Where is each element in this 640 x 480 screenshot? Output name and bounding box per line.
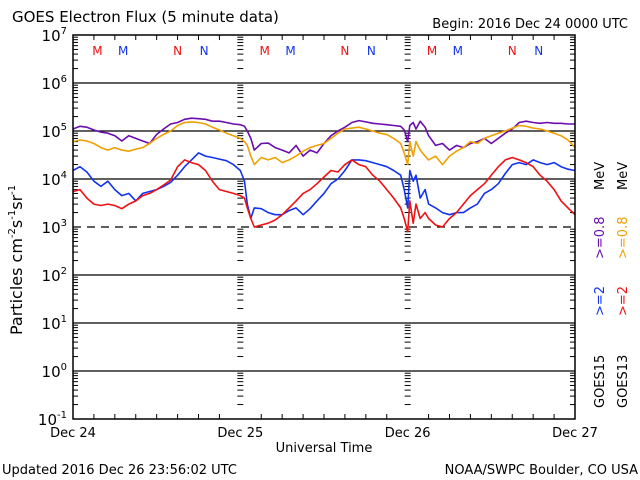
y-tick-exp: 4 bbox=[61, 170, 67, 181]
y-tick-label: 100 bbox=[42, 362, 67, 381]
series-line-3 bbox=[72, 156, 576, 233]
credit-label: NOAA/SWPC Boulder, CO USA bbox=[445, 463, 638, 478]
y-tick-label: 106 bbox=[42, 74, 67, 93]
midnight-marker: N bbox=[367, 44, 376, 58]
y-tick-base: 10 bbox=[42, 75, 61, 93]
midnight-marker: M bbox=[453, 44, 463, 58]
y-tick-label: 105 bbox=[42, 122, 67, 141]
y-tick-label: 10-1 bbox=[38, 410, 67, 429]
midnight-marker: M bbox=[427, 44, 437, 58]
y-tick-base: 10 bbox=[42, 363, 61, 381]
y-tick-base: 10 bbox=[42, 171, 61, 189]
series-lines bbox=[72, 117, 576, 233]
y-tick-base: 10 bbox=[42, 267, 61, 285]
y-tick-base: 10 bbox=[38, 411, 57, 429]
midnight-marker: N bbox=[200, 44, 209, 58]
legend-goes15-label: GOES15 bbox=[593, 355, 608, 408]
y-axis-label: Particles cm-2s-1sr-1 bbox=[7, 185, 26, 335]
legend-goes15-08mev: >=0.8 bbox=[593, 217, 608, 259]
legend-unit-1: MeV bbox=[593, 162, 608, 190]
y-label-sup3: -1 bbox=[7, 185, 18, 195]
y-tick-base: 10 bbox=[42, 315, 61, 333]
y-tick-exp: 3 bbox=[61, 218, 67, 229]
y-label-s: s bbox=[7, 220, 26, 228]
midnight-marker: M bbox=[118, 44, 128, 58]
legend-goes15-2mev: >=2 bbox=[593, 286, 608, 316]
y-tick-exp: -1 bbox=[57, 410, 67, 421]
y-tick-label: 101 bbox=[42, 314, 67, 333]
midnight-marker: N bbox=[340, 44, 349, 58]
y-tick-exp: 6 bbox=[61, 74, 67, 85]
y-tick-exp: 0 bbox=[61, 362, 67, 373]
midnight-marker: M bbox=[260, 44, 270, 58]
y-tick-base: 10 bbox=[42, 219, 61, 237]
plot-frame bbox=[72, 34, 576, 420]
y-tick-exp: 5 bbox=[61, 122, 67, 133]
legend: GOES15 GOES13 >=2 >=2 >=0.8 >=0.8 MeV Me… bbox=[593, 162, 631, 408]
gridlines bbox=[73, 82, 575, 372]
y-tick-exp: 2 bbox=[61, 266, 67, 277]
x-tick-labels: Dec 24 Dec 25 Dec 26 Dec 27 bbox=[50, 426, 598, 441]
midnight-marker: N bbox=[508, 44, 517, 58]
y-tick-exp: 1 bbox=[61, 314, 67, 325]
legend-goes13-2mev: >=2 bbox=[616, 286, 631, 316]
y-tick-label: 102 bbox=[42, 266, 67, 285]
legend-goes13-label: GOES13 bbox=[616, 355, 631, 408]
y-tick-label: 103 bbox=[42, 218, 67, 237]
y-label-sup2: -1 bbox=[7, 210, 18, 220]
y-label-main: Particles cm bbox=[7, 238, 26, 335]
y-tick-base: 10 bbox=[42, 123, 61, 141]
series-line-2 bbox=[72, 152, 576, 220]
chart-title: GOES Electron Flux (5 minute data) bbox=[12, 8, 279, 26]
midnight-marker: N bbox=[173, 44, 182, 58]
series-line-1 bbox=[72, 121, 576, 166]
x-tick-label: Dec 26 bbox=[385, 426, 431, 441]
x-tick-label: Dec 24 bbox=[50, 426, 96, 441]
legend-unit-2: MeV bbox=[616, 162, 631, 190]
midnight-marker: M bbox=[92, 44, 102, 58]
y-tick-exp: 7 bbox=[61, 26, 67, 37]
x-axis-label: Universal Time bbox=[276, 441, 373, 456]
series-line-0 bbox=[72, 117, 575, 157]
begin-label: Begin: 2016 Dec 24 0000 UTC bbox=[432, 17, 628, 32]
legend-goes13-08mev: >=0.8 bbox=[616, 217, 631, 259]
midnight-marker: M bbox=[285, 44, 295, 58]
x-tick-label: Dec 25 bbox=[217, 426, 263, 441]
y-tick-label: 104 bbox=[42, 170, 67, 189]
y-label-sr: sr bbox=[7, 194, 26, 209]
x-tick-label: Dec 27 bbox=[552, 426, 598, 441]
midnight-marker: N bbox=[534, 44, 543, 58]
y-tick-base: 10 bbox=[42, 27, 61, 45]
y-label-sup1: -2 bbox=[7, 228, 18, 238]
updated-timestamp: Updated 2016 Dec 26 23:56:02 UTC bbox=[2, 463, 237, 478]
y-tick-label: 107 bbox=[42, 26, 67, 45]
